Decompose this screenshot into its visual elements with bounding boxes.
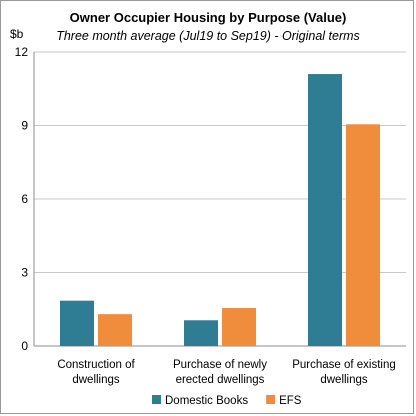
bar-domestic-books [308,74,342,347]
legend: Domestic Books EFS [152,395,302,407]
bar-domestic-books [60,300,94,346]
y-tick-label: 9 [21,119,28,133]
y-tick-label: 12 [15,45,29,59]
x-tick-label: dwellings [72,374,120,386]
y-tick-labels: 0 3 6 9 12 [15,45,29,353]
y-tick-label: 0 [21,339,28,353]
x-tick-label: Purchase of newly [173,359,267,371]
legend-label: Domestic Books [165,395,248,407]
legend-label: EFS [279,395,302,407]
y-axis-unit: $b [10,27,24,41]
chart-subtitle: Three month average (Jul19 to Sep19) - O… [56,29,360,43]
legend-swatch [266,395,276,404]
y-tick-label: 6 [21,192,28,206]
y-tick-label: 3 [21,266,28,280]
x-tick-label: Purchase of existing [292,359,396,371]
bar-efs [346,124,380,347]
bar-domestic-books [184,320,218,346]
category-labels: Construction of dwellings Purchase of newl… [57,359,395,386]
bar-efs [222,308,256,346]
legend-swatch [152,395,161,404]
bars [60,74,380,347]
chart-title: Owner Occupier Housing by Purpose (Value… [70,10,347,25]
grid-lines [33,51,406,347]
x-tick-label: dwellings [320,374,368,386]
x-tick-label: Construction of [57,359,135,371]
bar-efs [98,314,132,346]
x-tick-label: erected dwellings [176,374,265,386]
